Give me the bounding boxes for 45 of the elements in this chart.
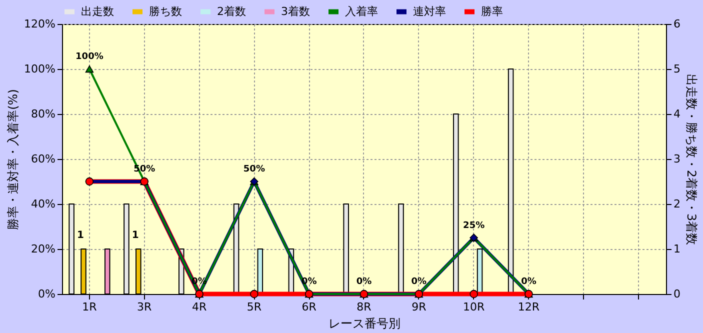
- data-label: 0%: [356, 277, 372, 287]
- y-tick-label: 40%: [31, 198, 56, 210]
- y-tick-label: 120%: [24, 18, 56, 30]
- x-tick-label: 4R: [192, 300, 207, 314]
- point: [250, 290, 258, 298]
- y2-tick-label: 2: [674, 198, 680, 210]
- y2-tick-label: 5: [674, 62, 680, 76]
- y2-tick-label: 1: [674, 242, 680, 256]
- point: [85, 65, 94, 73]
- y-tick-label: 100%: [24, 62, 56, 76]
- data-label: 0%: [411, 277, 427, 287]
- x-axis-title: レース番号別: [328, 316, 400, 330]
- data-label: 1: [77, 230, 84, 241]
- y-tick-label: 60%: [31, 152, 56, 166]
- y2-tick-label: 6: [674, 18, 680, 30]
- y-axis-title: 勝率・連対率・入着率(%): [6, 89, 20, 230]
- legend-label: 連対率: [413, 4, 446, 18]
- legend-label: 出走数: [81, 4, 114, 18]
- x-tick-label: 3R: [137, 300, 152, 314]
- y2-tick-label: 3: [674, 152, 680, 166]
- x-tick-label: 9R: [412, 300, 427, 314]
- point: [470, 290, 478, 298]
- x-tick-label: 5R: [246, 300, 262, 314]
- data-label: 100%: [76, 52, 104, 62]
- legend-label: 3着数: [281, 4, 310, 18]
- y-tick-label: 0%: [38, 288, 56, 300]
- data-label: 0%: [192, 277, 207, 287]
- x-tick-label: 6R: [302, 300, 317, 314]
- x-tick-label: 8R: [356, 300, 372, 314]
- x-tick-label: 12R: [518, 300, 540, 314]
- y-tick-label: 80%: [31, 108, 56, 120]
- data-label: 1: [132, 230, 139, 241]
- legend-label: 勝ち数: [149, 4, 182, 18]
- data-label: 0%: [521, 277, 536, 287]
- y2-axis-title: 出走数・勝ち数・2着数・3着数: [684, 74, 698, 246]
- legend-label: 勝率: [481, 4, 503, 18]
- data-label: 25%: [463, 220, 485, 231]
- legend-label: 2着数: [217, 4, 246, 18]
- x-tick-label: 10R: [463, 300, 485, 314]
- x-tick-label: 1R: [82, 300, 98, 314]
- y2-tick-label: 0: [674, 288, 680, 300]
- legend-label: 入着率: [345, 4, 378, 18]
- data-label: 50%: [243, 164, 265, 174]
- y-tick-label: 20%: [31, 242, 56, 256]
- y2-tick-label: 4: [674, 108, 680, 120]
